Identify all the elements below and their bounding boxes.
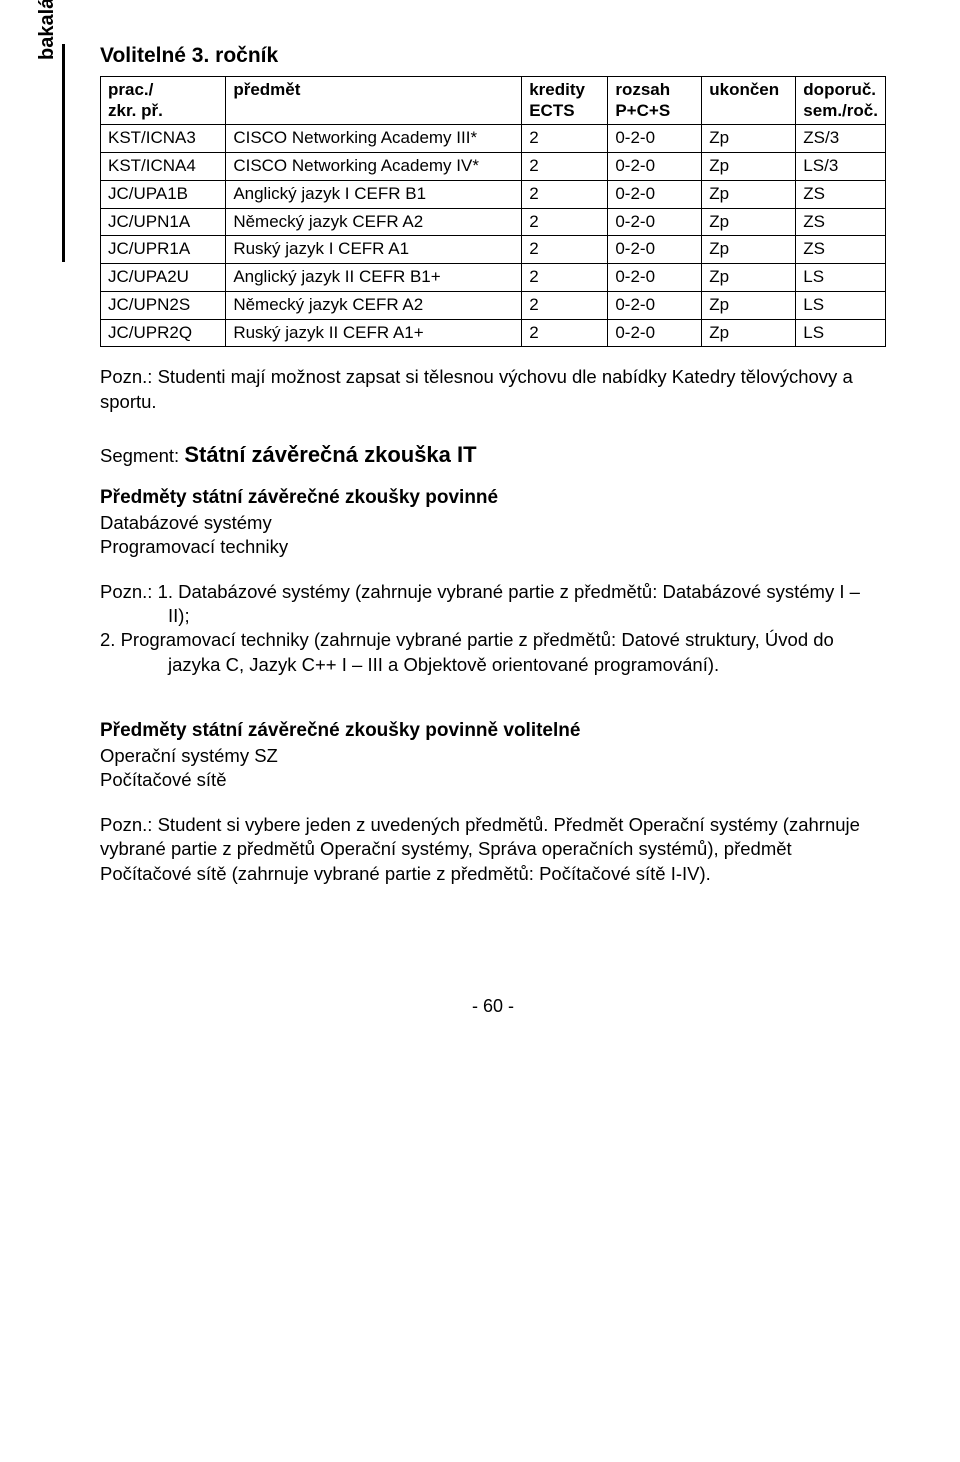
note-2: Pozn.: 1. Databázové systémy (zahrnuje v… — [100, 580, 886, 678]
cell-range: 0-2-0 — [608, 236, 702, 264]
cell-credits: 2 — [522, 125, 608, 153]
cell-credits: 2 — [522, 264, 608, 292]
sidebar-label: bakalářské studium — [36, 0, 59, 60]
spacer — [100, 701, 886, 719]
cell-range: 0-2-0 — [608, 319, 702, 347]
cell-range: 0-2-0 — [608, 264, 702, 292]
cell-code: JC/UPA1B — [101, 180, 226, 208]
cell-credits: 2 — [522, 153, 608, 181]
cell-credits: 2 — [522, 208, 608, 236]
table-header-row: prac./zkr. př. předmět kredityECTS rozsa… — [101, 77, 886, 125]
page-title: Volitelné 3. ročník — [100, 44, 886, 68]
cell-end: Zp — [702, 153, 796, 181]
cell-subject: CISCO Networking Academy III* — [226, 125, 522, 153]
table-row: JC/UPA1BAnglický jazyk I CEFR B120-2-0Zp… — [101, 180, 886, 208]
segment-prefix: Segment: — [100, 445, 184, 466]
cell-rec: LS/3 — [796, 153, 886, 181]
cell-code: JC/UPN2S — [101, 291, 226, 319]
table-row: JC/UPN1ANěmecký jazyk CEFR A220-2-0ZpZS — [101, 208, 886, 236]
page: bakalářské studium Volitelné 3. ročník p… — [0, 0, 960, 1462]
cell-rec: ZS/3 — [796, 125, 886, 153]
cell-range: 0-2-0 — [608, 180, 702, 208]
note-2-line-2: 2. Programovací techniky (zahrnuje vybra… — [100, 628, 886, 677]
note-1: Pozn.: Studenti mají možnost zapsat si t… — [100, 365, 886, 414]
list-item: Operační systémy SZ — [100, 744, 886, 768]
th-end: ukončen — [702, 77, 796, 125]
cell-code: JC/UPN1A — [101, 208, 226, 236]
cell-subject: Německý jazyk CEFR A2 — [226, 291, 522, 319]
cell-subject: Anglický jazyk II CEFR B1+ — [226, 264, 522, 292]
cell-end: Zp — [702, 125, 796, 153]
cell-code: JC/UPA2U — [101, 264, 226, 292]
table-body: KST/ICNA3CISCO Networking Academy III*20… — [101, 125, 886, 347]
th-code: prac./zkr. př. — [101, 77, 226, 125]
page-number: - 60 - — [100, 996, 886, 1017]
th-rec: doporuč.sem./roč. — [796, 77, 886, 125]
cell-end: Zp — [702, 319, 796, 347]
list-item: Počítačové sítě — [100, 768, 886, 792]
cell-credits: 2 — [522, 291, 608, 319]
table-row: KST/ICNA3CISCO Networking Academy III*20… — [101, 125, 886, 153]
course-table: prac./zkr. př. předmět kredityECTS rozsa… — [100, 76, 886, 347]
th-credits: kredityECTS — [522, 77, 608, 125]
cell-rec: LS — [796, 319, 886, 347]
mandatory-heading: Předměty státní závěrečné zkoušky povinn… — [100, 486, 886, 511]
table-row: KST/ICNA4CISCO Networking Academy IV*20-… — [101, 153, 886, 181]
cell-rec: ZS — [796, 236, 886, 264]
cell-code: KST/ICNA3 — [101, 125, 226, 153]
segment-name: Státní závěrečná zkouška IT — [184, 442, 476, 467]
cell-range: 0-2-0 — [608, 153, 702, 181]
note-3: Pozn.: Student si vybere jeden z uvedený… — [100, 813, 886, 886]
cell-end: Zp — [702, 208, 796, 236]
list-item: Databázové systémy — [100, 511, 886, 535]
cell-end: Zp — [702, 236, 796, 264]
elective-heading: Předměty státní závěrečné zkoušky povinn… — [100, 719, 886, 744]
elective-block: Předměty státní závěrečné zkoušky povinn… — [100, 719, 886, 793]
cell-credits: 2 — [522, 180, 608, 208]
table-row: JC/UPN2SNěmecký jazyk CEFR A220-2-0ZpLS — [101, 291, 886, 319]
cell-subject: Ruský jazyk II CEFR A1+ — [226, 319, 522, 347]
cell-range: 0-2-0 — [608, 291, 702, 319]
cell-subject: Ruský jazyk I CEFR A1 — [226, 236, 522, 264]
cell-end: Zp — [702, 264, 796, 292]
cell-subject: Anglický jazyk I CEFR B1 — [226, 180, 522, 208]
cell-rec: LS — [796, 264, 886, 292]
cell-code: JC/UPR1A — [101, 236, 226, 264]
list-item: Programovací techniky — [100, 535, 886, 559]
note-2-text-1: 1. Databázové systémy (zahrnuje vybrané … — [158, 581, 860, 626]
mandatory-block: Předměty státní závěrečné zkoušky povinn… — [100, 486, 886, 560]
note-2-lead: Pozn.: — [100, 581, 158, 602]
table-row: JC/UPR2QRuský jazyk II CEFR A1+20-2-0ZpL… — [101, 319, 886, 347]
cell-rec: ZS — [796, 180, 886, 208]
cell-end: Zp — [702, 291, 796, 319]
table-row: JC/UPR1ARuský jazyk I CEFR A120-2-0ZpZS — [101, 236, 886, 264]
cell-rec: LS — [796, 291, 886, 319]
cell-end: Zp — [702, 180, 796, 208]
table-row: JC/UPA2UAnglický jazyk II CEFR B1+20-2-0… — [101, 264, 886, 292]
cell-rec: ZS — [796, 208, 886, 236]
th-range: rozsahP+C+S — [608, 77, 702, 125]
cell-credits: 2 — [522, 319, 608, 347]
cell-code: KST/ICNA4 — [101, 153, 226, 181]
note-2-line-1: Pozn.: 1. Databázové systémy (zahrnuje v… — [100, 580, 886, 629]
th-subject: předmět — [226, 77, 522, 125]
cell-credits: 2 — [522, 236, 608, 264]
cell-code: JC/UPR2Q — [101, 319, 226, 347]
cell-range: 0-2-0 — [608, 208, 702, 236]
cell-subject: CISCO Networking Academy IV* — [226, 153, 522, 181]
cell-subject: Německý jazyk CEFR A2 — [226, 208, 522, 236]
cell-range: 0-2-0 — [608, 125, 702, 153]
segment-line: Segment: Státní závěrečná zkouška IT — [100, 442, 886, 468]
sidebar-rule — [62, 44, 65, 262]
